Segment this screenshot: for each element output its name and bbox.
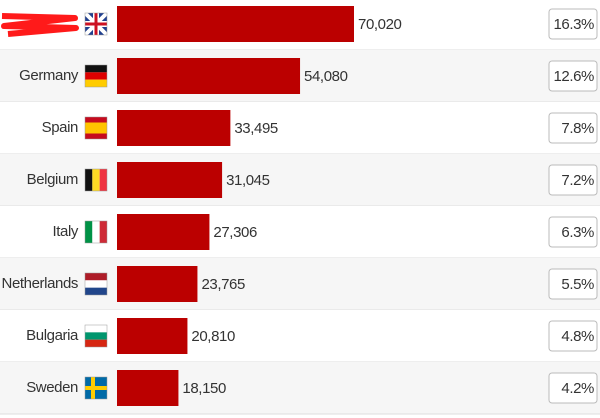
flag-border (84, 220, 108, 244)
flag (85, 221, 107, 243)
flag (85, 169, 107, 191)
country-label: Italy (52, 223, 78, 240)
share-box (548, 60, 598, 92)
flag-part (92, 221, 100, 243)
bar (117, 58, 301, 94)
country-label: Bulgaria (26, 327, 79, 344)
flag-part (85, 169, 93, 191)
flag-part (85, 13, 107, 35)
share-label: 7.2% (561, 172, 594, 189)
flag-part (85, 339, 107, 347)
bar (117, 6, 354, 42)
flag-part (85, 273, 107, 281)
share-box (548, 372, 598, 404)
flag-border (84, 324, 108, 348)
flag-part (85, 122, 107, 134)
share-box (548, 268, 598, 300)
bar (117, 370, 179, 406)
bar (117, 214, 210, 250)
flag (85, 273, 107, 295)
flag (85, 65, 107, 87)
flag-part (99, 221, 107, 243)
flag-border (84, 376, 108, 400)
flag-border (84, 116, 108, 140)
flag-border (84, 168, 108, 192)
share-box (548, 320, 598, 352)
flag-part (99, 169, 107, 191)
flag-part (85, 287, 107, 295)
flag (85, 377, 107, 399)
flag-border (84, 64, 108, 88)
country-label: Germany (19, 67, 79, 84)
value-label: 27,306 (213, 224, 257, 241)
share-label: 4.2% (561, 380, 594, 397)
share-box (548, 112, 598, 144)
flag-part (85, 65, 107, 73)
flag-part (85, 280, 107, 288)
share-label: 16.3% (553, 16, 594, 33)
share-box (548, 216, 598, 248)
share-label: 12.6% (553, 68, 594, 85)
bar (117, 318, 188, 354)
share-label: 6.3% (561, 224, 594, 241)
flag-part (85, 221, 93, 243)
value-label: 54,080 (304, 68, 348, 85)
bar (117, 110, 231, 146)
bar (117, 266, 198, 302)
flag-part (85, 325, 107, 333)
bar (117, 162, 223, 198)
country-label: Netherlands (2, 275, 78, 292)
share-label: 5.5% (561, 276, 594, 293)
value-label: 33,495 (234, 120, 278, 137)
country-label: Belgium (27, 171, 78, 188)
share-box (548, 164, 598, 196)
country-label: Spain (42, 119, 78, 136)
flag-border (84, 272, 108, 296)
flag-part (92, 169, 100, 191)
flag-border (84, 12, 108, 36)
flag (83, 11, 109, 37)
value-label: 18,150 (182, 380, 226, 397)
value-label: 70,020 (358, 16, 402, 33)
country-label: Sweden (26, 379, 78, 396)
share-box (548, 8, 598, 40)
flag-part (85, 332, 107, 340)
flag (85, 117, 107, 139)
redaction-scribble (1, 13, 79, 37)
flag-part (85, 79, 107, 87)
flag-part (85, 377, 107, 399)
value-label: 20,810 (191, 328, 235, 345)
share-label: 7.8% (561, 120, 594, 137)
flag (85, 325, 107, 347)
flag-part (85, 72, 107, 80)
value-label: 31,045 (226, 172, 270, 189)
share-label: 4.8% (561, 328, 594, 345)
value-label: 23,765 (201, 276, 245, 293)
